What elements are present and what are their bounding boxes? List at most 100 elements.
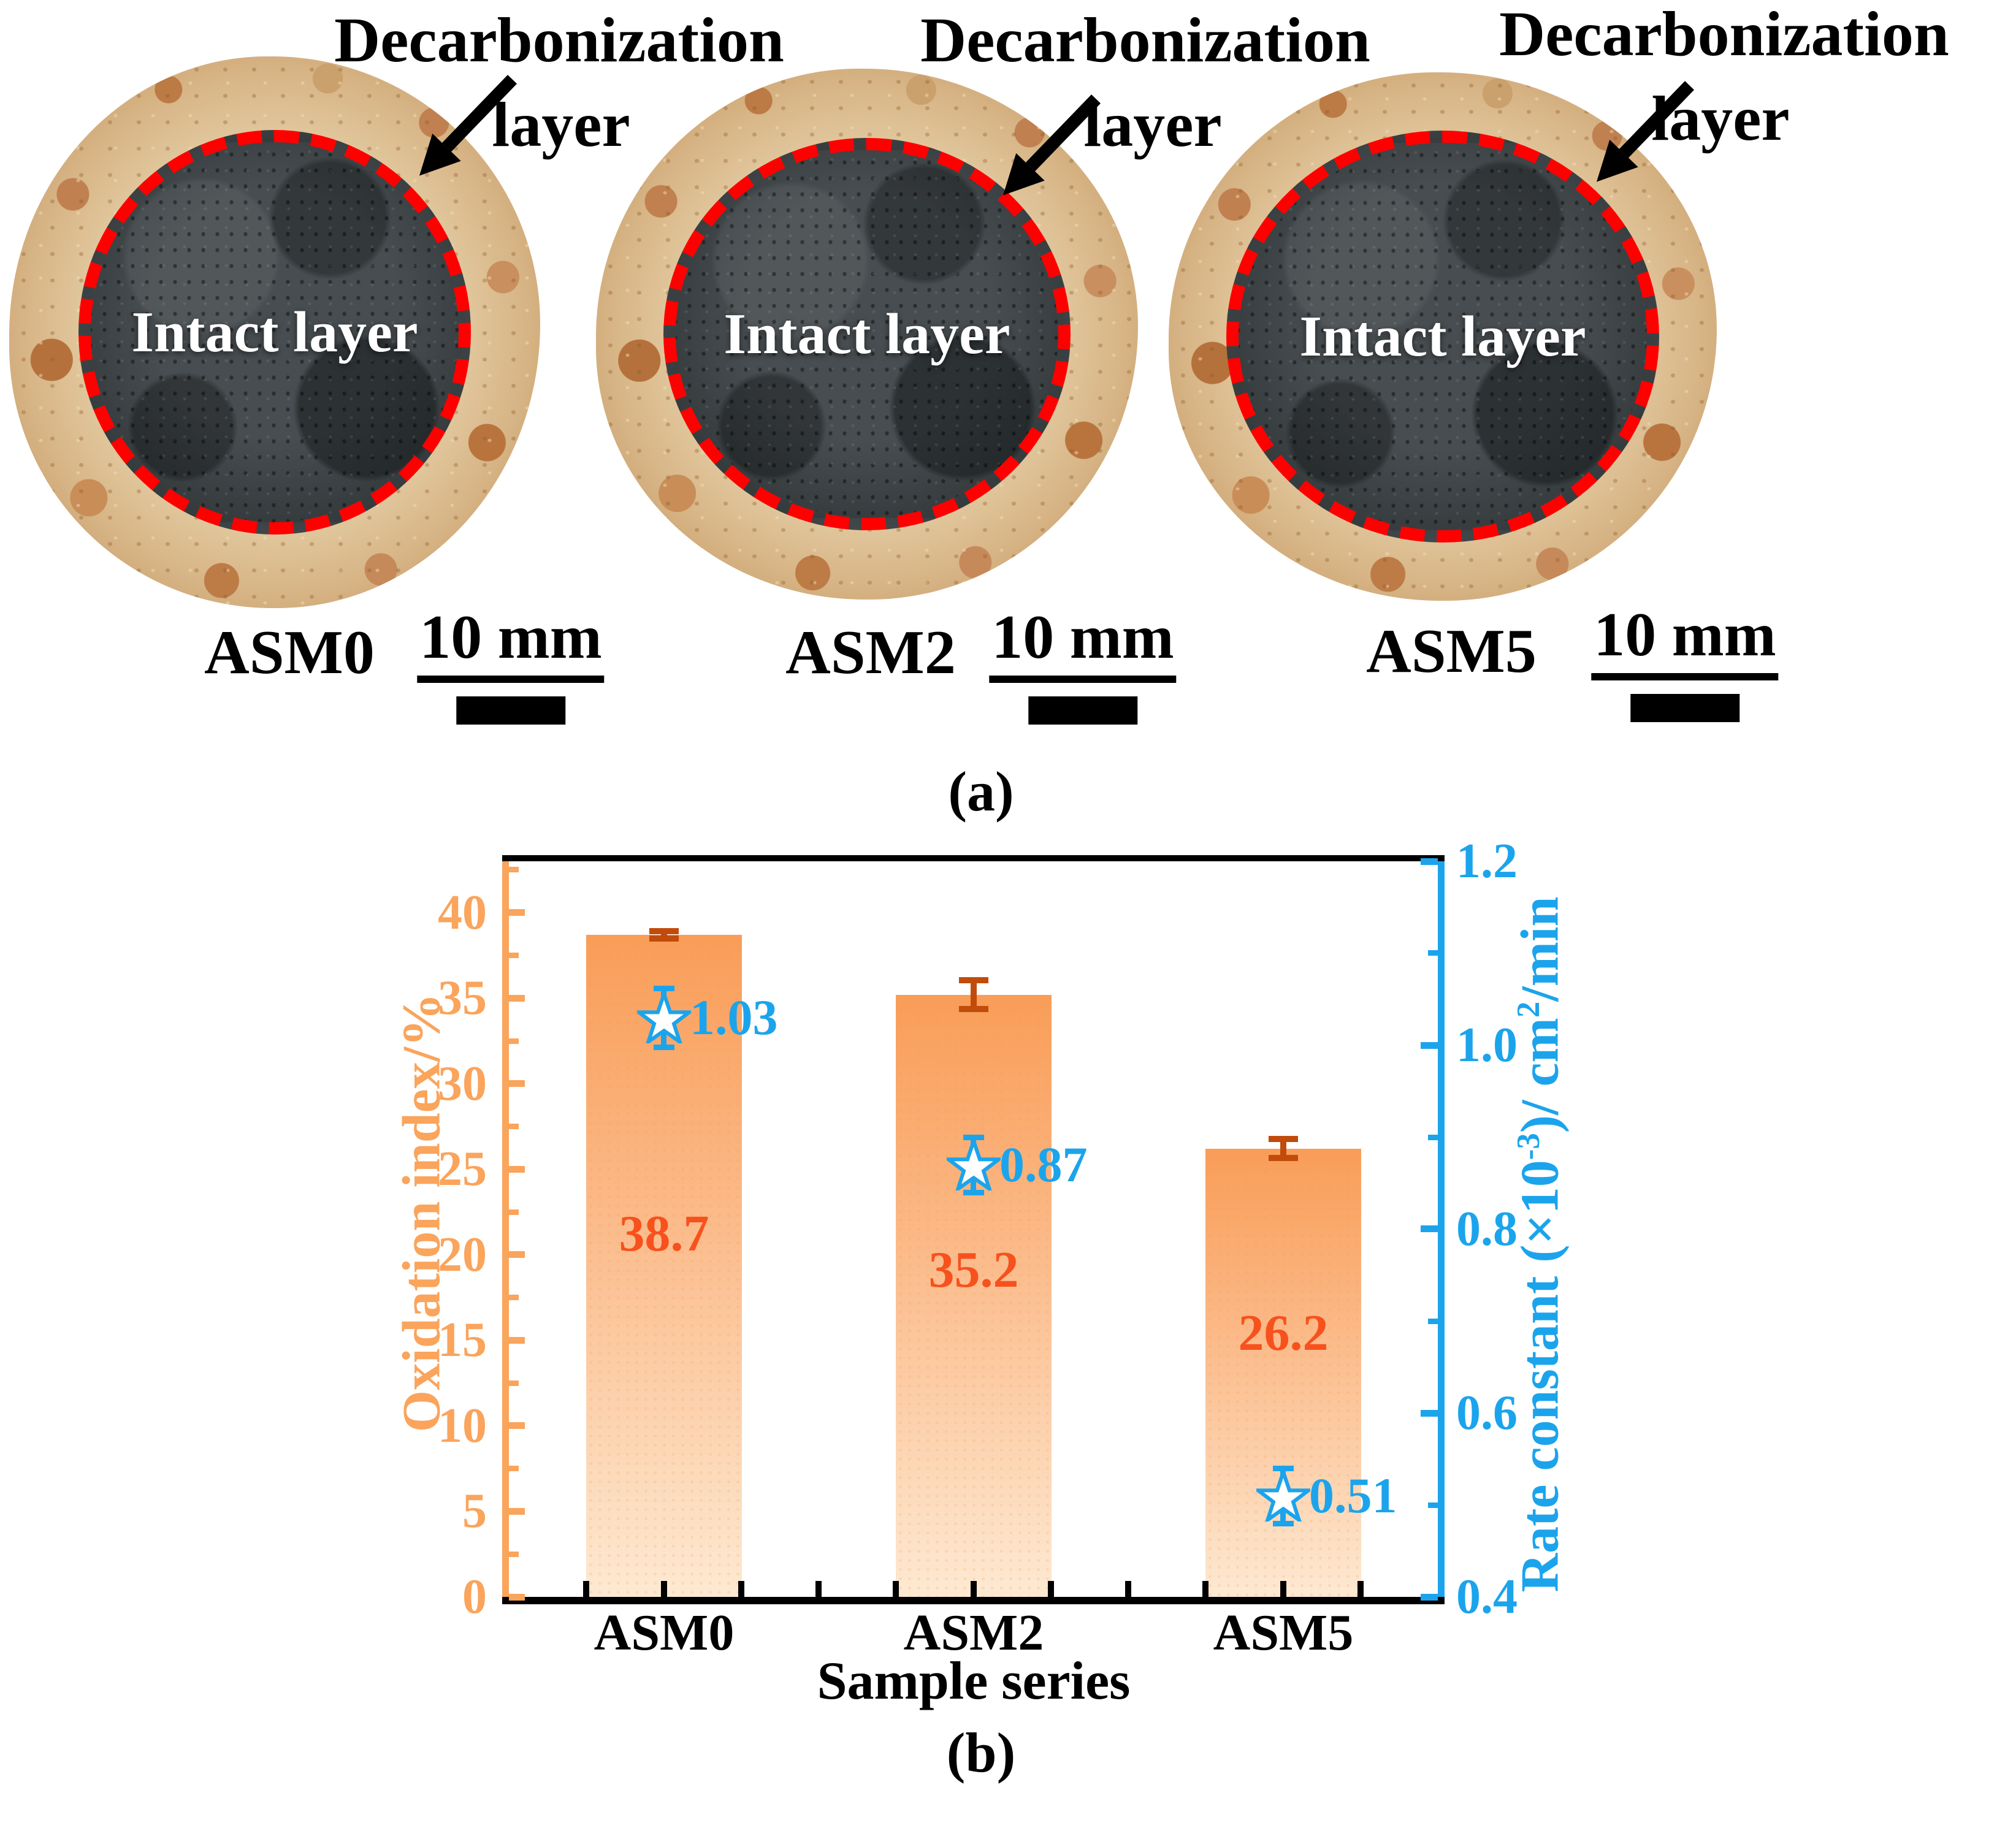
bottom-tick xyxy=(971,1581,977,1597)
left-axis-title: Oxidation index/% xyxy=(392,992,452,1433)
left-minor-tick xyxy=(509,1038,519,1044)
intact-layer-region: Intact layer xyxy=(78,130,471,535)
left-minor-tick xyxy=(509,867,519,872)
annotation-decarbonization-2-line1: Decarbonization xyxy=(920,5,1370,75)
left-tick xyxy=(509,1422,525,1429)
arrow-icon xyxy=(419,75,517,176)
bar-error-asm5 xyxy=(1280,1139,1286,1158)
left-tick-label: 40 xyxy=(438,886,487,940)
right-tick-label: 0.8 xyxy=(1456,1202,1518,1256)
bar-asm5 xyxy=(1205,1149,1361,1597)
x-axis-title: Sample series xyxy=(817,1651,1131,1711)
chart-plot-area: 38.7 1.03 ASM0 35.2 0.87 ASM2 26.2 0.51 ASM5 0 5 10… xyxy=(438,834,1518,1661)
panel-b-label: (b) xyxy=(946,1721,1016,1784)
right-tick xyxy=(1421,1225,1438,1232)
intact-layer-label: Intact layer xyxy=(1299,305,1586,368)
left-tick-label: 5 xyxy=(462,1484,487,1538)
x-tick-label-asm5: ASM5 xyxy=(1213,1604,1354,1661)
bar-error-asm2 xyxy=(971,980,977,1009)
left-tick xyxy=(509,1508,525,1515)
star-marker-asm0 xyxy=(633,988,695,1047)
right-axis-spine xyxy=(1438,855,1445,1604)
left-tick xyxy=(509,1166,525,1173)
x-tick-label-asm2: ASM2 xyxy=(903,1604,1044,1661)
bottom-tick xyxy=(1048,1581,1054,1597)
left-minor-tick xyxy=(509,1124,519,1129)
annotation-decarbonization-3-line1: Decarbonization xyxy=(1499,0,1949,69)
right-tick xyxy=(1421,858,1438,865)
left-tick-label: 10 xyxy=(438,1399,487,1453)
bottom-tick xyxy=(583,1581,589,1597)
left-tick xyxy=(509,1594,525,1601)
scale-bar-rect xyxy=(1630,694,1739,722)
star-marker-asm5 xyxy=(1252,1466,1315,1525)
bar-error-cap xyxy=(959,977,988,983)
bottom-tick xyxy=(1357,1581,1364,1597)
star-error-cap xyxy=(1273,1521,1294,1526)
bar-error-asm0 xyxy=(661,931,667,938)
left-minor-tick xyxy=(509,1381,519,1386)
bar-error-cap xyxy=(649,935,679,942)
left-tick-label: 30 xyxy=(438,1057,487,1111)
scale-bar-rect xyxy=(1028,696,1137,725)
bar-value-label: 35.2 xyxy=(928,1241,1019,1298)
intact-layer-region: Intact layer xyxy=(1226,131,1659,543)
bar-value-label: 26.2 xyxy=(1238,1304,1329,1361)
bottom-tick xyxy=(893,1581,899,1597)
right-axis-title: Rate constant (×10-3)/ cm2/min xyxy=(1510,896,1570,1593)
star-error-cap xyxy=(654,986,674,991)
star-value-label: 0.51 xyxy=(1309,1468,1397,1523)
arrow-icon xyxy=(1596,81,1695,182)
x-tick-label-asm0: ASM0 xyxy=(594,1604,735,1661)
star-value-label: 0.87 xyxy=(999,1137,1088,1192)
left-tick xyxy=(509,909,525,916)
bottom-tick xyxy=(815,1581,822,1597)
left-minor-tick xyxy=(509,1295,519,1300)
star-error-cap xyxy=(963,1135,984,1140)
star-error-cap xyxy=(1273,1466,1294,1471)
left-tick xyxy=(509,1251,525,1258)
right-minor-tick xyxy=(1428,1319,1438,1324)
bar-value-label: 38.7 xyxy=(619,1205,709,1262)
bottom-tick xyxy=(1125,1581,1131,1597)
right-tick-label: 1.0 xyxy=(1456,1018,1518,1072)
sample-name-asm5: ASM5 xyxy=(1366,617,1537,686)
bottom-tick xyxy=(1280,1581,1286,1597)
annotation-decarbonization-2-line2: layer xyxy=(1083,89,1222,160)
top-axis-spine xyxy=(502,855,1445,861)
star-error-cap xyxy=(654,1045,674,1050)
right-minor-tick xyxy=(1428,950,1438,956)
scale-bar-asm5: 10 mm xyxy=(1591,602,1779,722)
sample-name-asm2: ASM2 xyxy=(785,618,956,687)
scale-label: 10 mm xyxy=(417,604,605,683)
left-tick xyxy=(509,1337,525,1344)
left-tick-label: 0 xyxy=(462,1570,487,1624)
intact-layer-label: Intact layer xyxy=(724,302,1010,366)
star-error-cap xyxy=(963,1190,984,1195)
right-minor-tick xyxy=(1428,1502,1438,1508)
sample-name-asm0: ASM0 xyxy=(204,618,375,687)
scale-bar-rect xyxy=(456,696,565,725)
right-tick xyxy=(1421,1594,1438,1601)
left-tick-label: 15 xyxy=(438,1313,487,1367)
left-tick-label: 25 xyxy=(438,1142,487,1196)
intact-layer-label: Intact layer xyxy=(131,300,418,364)
bar-error-cap xyxy=(959,1006,988,1012)
bar-asm2 xyxy=(896,995,1052,1597)
left-tick xyxy=(509,1080,525,1087)
left-tick-label: 20 xyxy=(438,1228,487,1282)
left-tick xyxy=(509,995,525,1002)
left-axis-spine xyxy=(502,855,509,1604)
left-minor-tick xyxy=(509,1466,519,1471)
star-value-label: 1.03 xyxy=(690,989,778,1045)
star-marker-asm2 xyxy=(942,1135,1005,1194)
right-tick-label: 1.2 xyxy=(1456,834,1518,888)
left-minor-tick xyxy=(509,953,519,958)
annotation-decarbonization-1-line1: Decarbonization xyxy=(334,5,784,75)
bottom-tick xyxy=(661,1581,667,1597)
left-minor-tick xyxy=(509,1552,519,1557)
right-tick xyxy=(1421,1042,1438,1049)
bar-error-cap xyxy=(1269,1136,1298,1142)
bottom-axis-spine xyxy=(502,1597,1445,1604)
